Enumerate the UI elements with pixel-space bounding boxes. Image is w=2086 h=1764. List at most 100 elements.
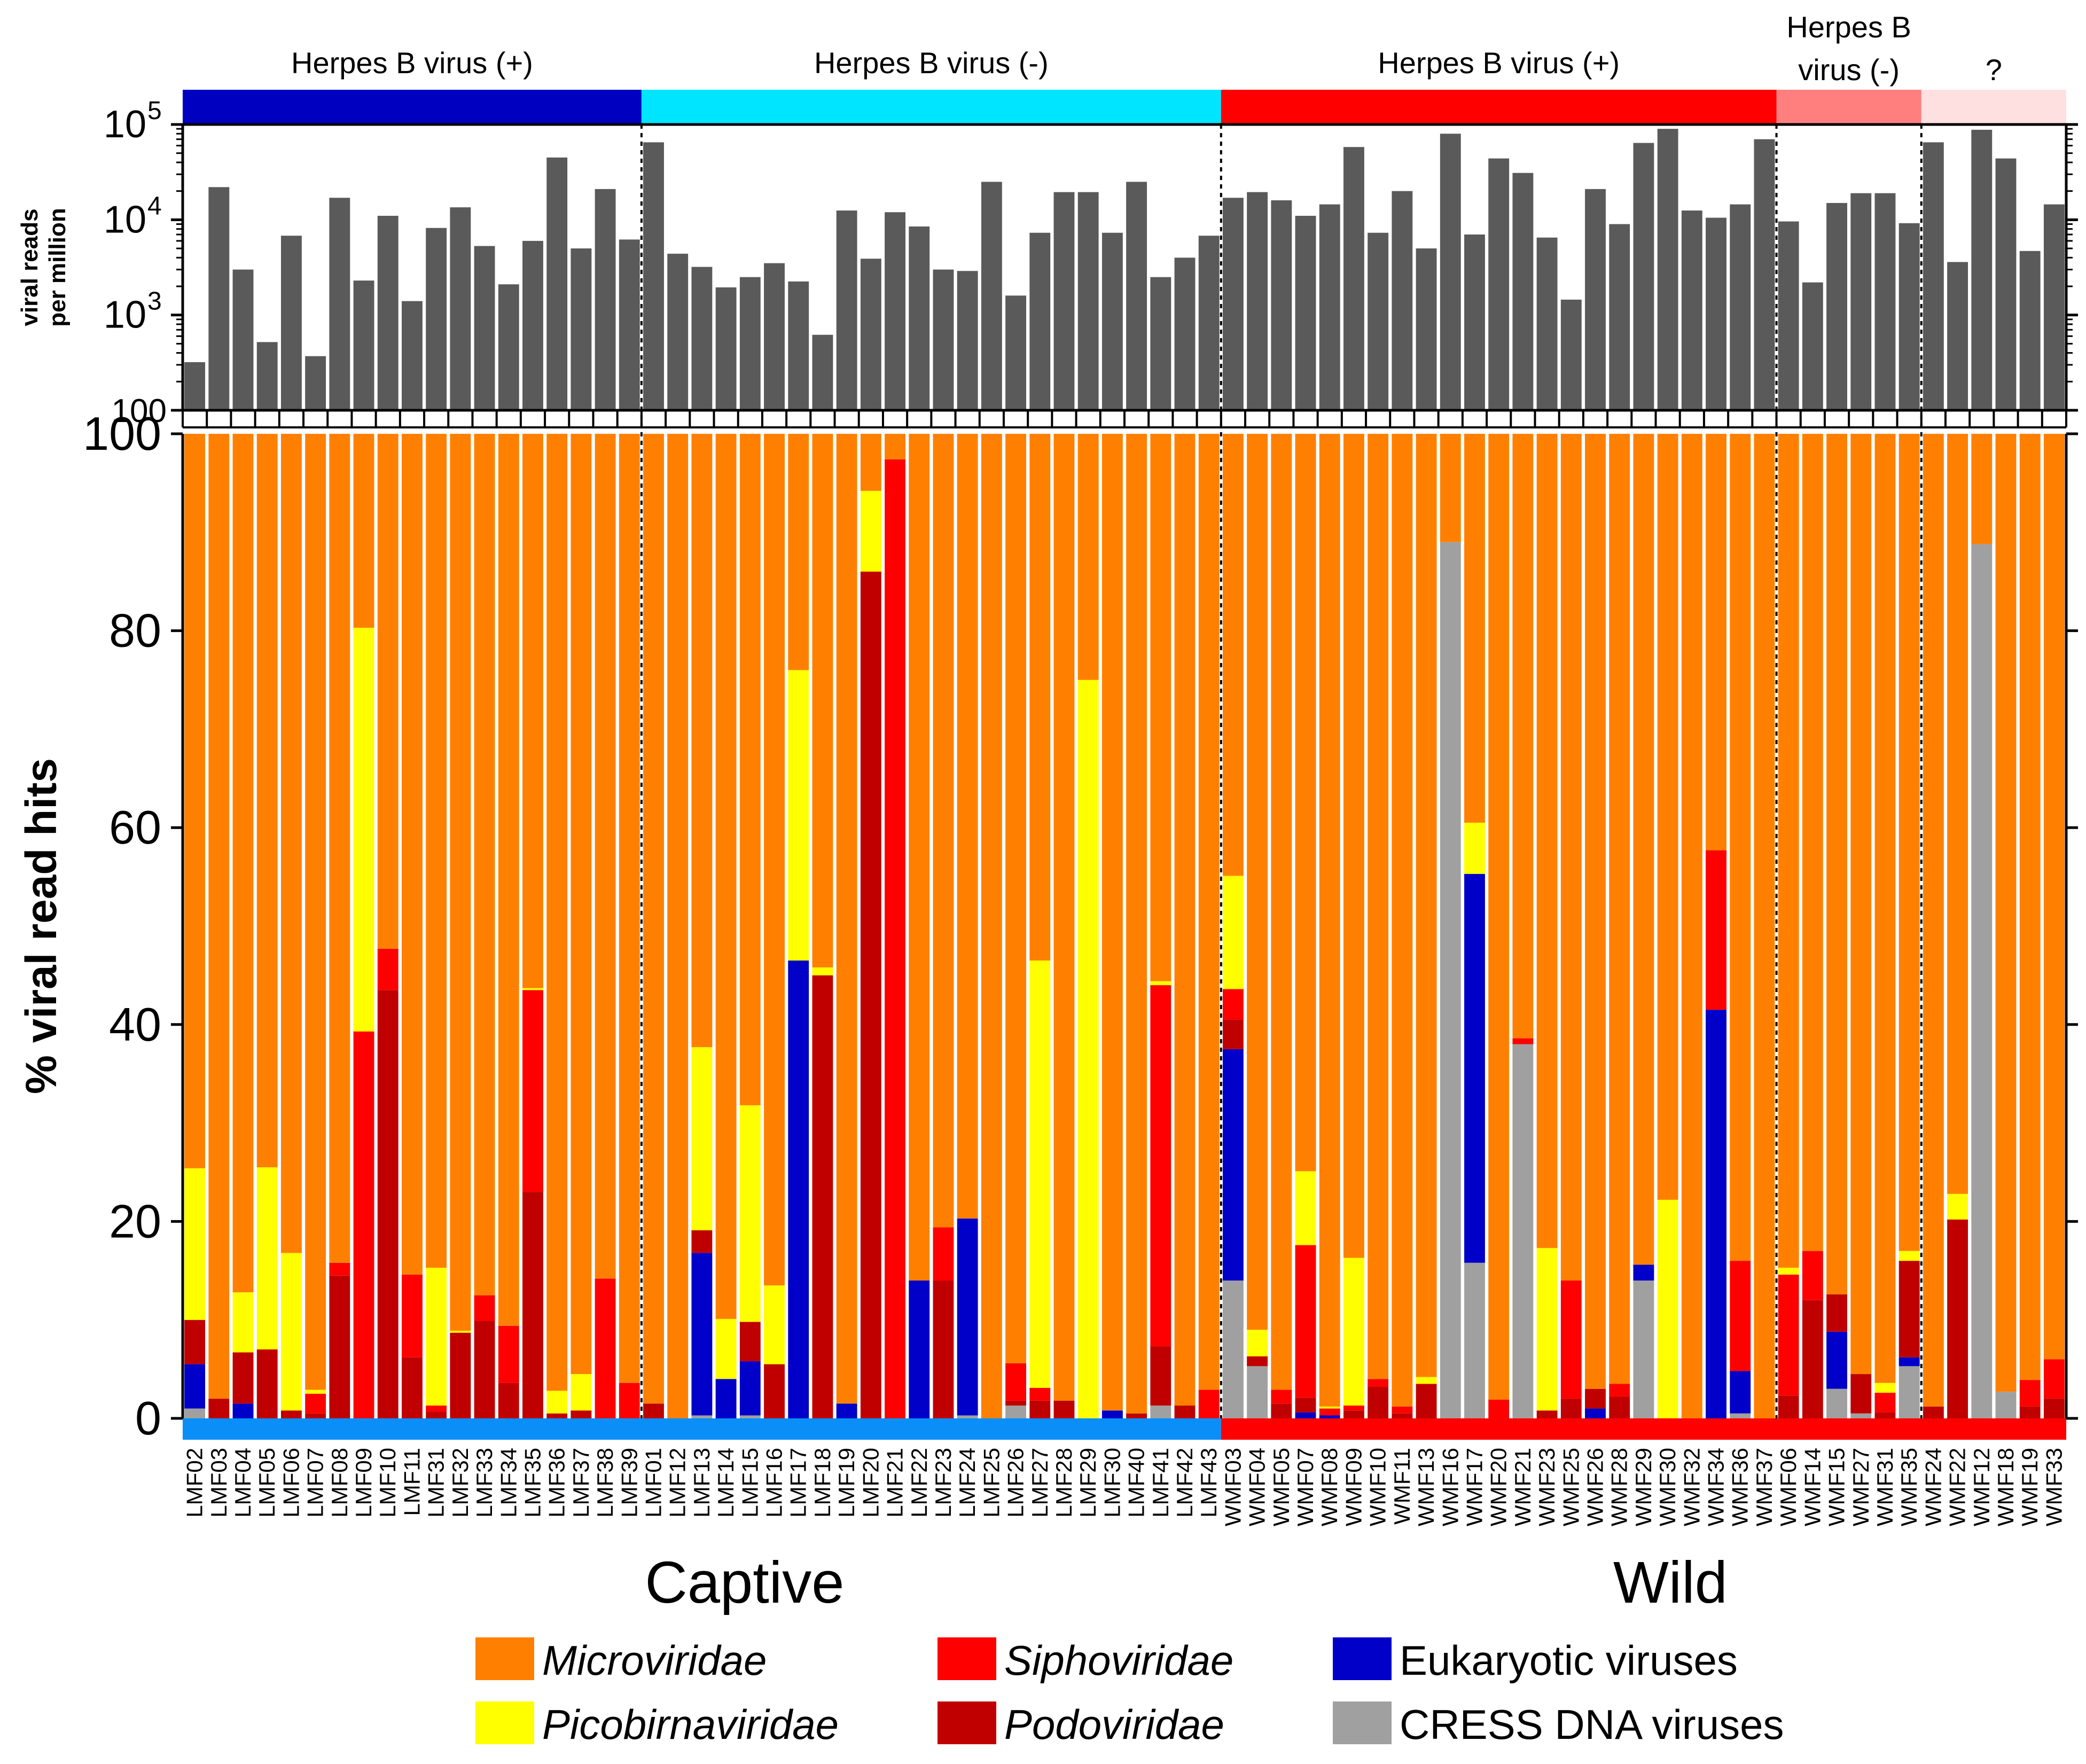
stack-seg-picobirnaviridae xyxy=(1874,1383,1896,1393)
stack-seg-microviridae xyxy=(1802,434,1823,1251)
stack-seg-picobirnaviridae xyxy=(1295,1171,1316,1245)
stack-seg-eukaryotic xyxy=(691,1253,713,1416)
stack-seg-siphoviridae xyxy=(1560,1280,1582,1399)
stack-seg-siphoviridae xyxy=(933,1227,954,1281)
sample-label: LMF22 xyxy=(907,1448,932,1518)
reads-bar xyxy=(1029,232,1051,410)
stack-seg-eukaryotic xyxy=(1464,873,1485,1263)
sample-label: LMF12 xyxy=(665,1448,690,1518)
stack-seg-eukaryotic xyxy=(1585,1408,1606,1418)
stack-seg-microviridae xyxy=(208,434,230,1399)
reads-bar xyxy=(1730,204,1751,410)
top-tick-label-100: 100 xyxy=(112,393,167,430)
sample-label: WMF10 xyxy=(1365,1448,1390,1526)
stack-seg-podoviridae xyxy=(1368,1387,1389,1418)
stack-seg-eukaryotic xyxy=(909,1280,930,1418)
stack-seg-cress xyxy=(1995,1392,2017,1418)
legend-label-eukaryotic: Eukaryotic viruses xyxy=(1400,1637,1738,1684)
stack-seg-picobirnaviridae xyxy=(571,1374,592,1411)
sample-label: LMF31 xyxy=(424,1448,449,1518)
stack-seg-podoviridae xyxy=(1295,1398,1316,1412)
reads-bar xyxy=(739,277,761,410)
stack-seg-microviridae xyxy=(1488,434,1510,1400)
reads-bar xyxy=(474,246,495,410)
stack-seg-eukaryotic xyxy=(1295,1412,1316,1418)
stack-seg-microviridae xyxy=(329,434,350,1263)
stack-seg-podoviridae xyxy=(522,1192,543,1418)
sample-label: LMF24 xyxy=(955,1448,980,1518)
stack-seg-microviridae xyxy=(256,434,278,1168)
reads-bar xyxy=(1995,158,2017,410)
sample-label: LMF30 xyxy=(1099,1448,1124,1518)
reads-bar xyxy=(1368,232,1389,410)
stack-seg-picobirnaviridae xyxy=(860,490,881,572)
reads-bar xyxy=(305,356,326,410)
stack-seg-picobirnaviridae xyxy=(1778,1268,1799,1275)
sample-label: WMF26 xyxy=(1583,1448,1608,1526)
stack-seg-microviridae xyxy=(1319,434,1340,1407)
stack-seg-microviridae xyxy=(1512,434,1534,1039)
stack-seg-cress xyxy=(1247,1366,1268,1418)
reads-bar xyxy=(1706,217,1726,410)
stack-seg-microviridae xyxy=(1368,434,1389,1379)
sample-label: LMF05 xyxy=(254,1448,279,1518)
stack-seg-podoviridae xyxy=(1899,1261,1920,1357)
legend-label-podoviridae: Podoviridae xyxy=(1004,1701,1224,1748)
stack-seg-microviridae xyxy=(1706,434,1726,850)
stack-seg-microviridae xyxy=(764,434,785,1286)
top-tick-label-exponent: 4 xyxy=(147,192,162,220)
stack-seg-microviridae xyxy=(715,434,737,1319)
sample-label: LMF40 xyxy=(1124,1448,1149,1518)
stack-seg-picobirnaviridae xyxy=(1247,1330,1268,1356)
sample-label: LMF42 xyxy=(1172,1448,1197,1518)
reads-bar xyxy=(1778,221,1799,410)
stack-seg-microviridae xyxy=(1101,434,1123,1411)
reads-bar xyxy=(667,253,689,410)
stack-seg-microviridae xyxy=(1150,434,1171,981)
sample-label: WMF28 xyxy=(1607,1448,1632,1526)
group-band-4 xyxy=(1776,90,1921,124)
stack-seg-microviridae xyxy=(933,434,954,1228)
sample-label: WMF07 xyxy=(1293,1448,1318,1526)
stack-seg-microviridae xyxy=(305,434,326,1390)
sample-label: WMF30 xyxy=(1655,1448,1680,1526)
stack-seg-siphoviridae xyxy=(1271,1390,1292,1404)
stack-seg-podoviridae xyxy=(2019,1406,2041,1418)
stack-seg-siphoviridae xyxy=(474,1295,495,1321)
sample-label: LMF17 xyxy=(786,1448,811,1518)
stack-seg-podoviridae xyxy=(1585,1388,1606,1409)
stack-seg-siphoviridae xyxy=(1343,1406,1364,1411)
stack-seg-microviridae xyxy=(1343,434,1364,1258)
stack-seg-microviridae xyxy=(522,434,543,988)
stack-seg-podoviridae xyxy=(377,990,399,1418)
sample-label: WMF09 xyxy=(1341,1448,1366,1526)
stack-seg-eukaryotic xyxy=(1633,1265,1654,1281)
reads-bar xyxy=(2019,251,2041,410)
stack-seg-microviridae xyxy=(1126,434,1147,1414)
stack-seg-cress xyxy=(1826,1388,1847,1418)
stack-seg-picobirnaviridae xyxy=(232,1292,254,1353)
reads-bar xyxy=(1222,198,1244,410)
sample-label: WMF24 xyxy=(1920,1448,1946,1526)
stack-seg-microviridae xyxy=(353,434,374,628)
sample-label: LMF21 xyxy=(882,1448,908,1518)
stack-seg-podoviridae xyxy=(1222,1019,1244,1049)
stack-seg-picobirnaviridae xyxy=(1343,1258,1364,1406)
top-tick-label-base: 10 xyxy=(104,103,146,146)
stack-seg-podoviridae xyxy=(1947,1219,1968,1418)
sample-label: WMF20 xyxy=(1486,1448,1511,1526)
stack-seg-microviridae xyxy=(1730,434,1751,1261)
stack-seg-siphoviridae xyxy=(619,1383,640,1418)
main-tick-label: 100 xyxy=(83,407,161,460)
top-tick-label-base: 10 xyxy=(104,198,146,241)
stack-seg-microviridae xyxy=(498,434,519,1326)
stack-seg-podoviridae xyxy=(1850,1374,1872,1414)
sample-label: LMF43 xyxy=(1196,1448,1221,1518)
sample-label: LMF37 xyxy=(568,1448,593,1518)
stack-seg-eukaryotic xyxy=(1222,1049,1244,1281)
stack-seg-siphoviridae xyxy=(498,1325,519,1383)
reads-bar xyxy=(1657,129,1678,410)
reads-bar xyxy=(1488,158,1510,410)
stack-seg-picobirnaviridae xyxy=(1464,822,1485,874)
stack-seg-picobirnaviridae xyxy=(691,1047,713,1230)
